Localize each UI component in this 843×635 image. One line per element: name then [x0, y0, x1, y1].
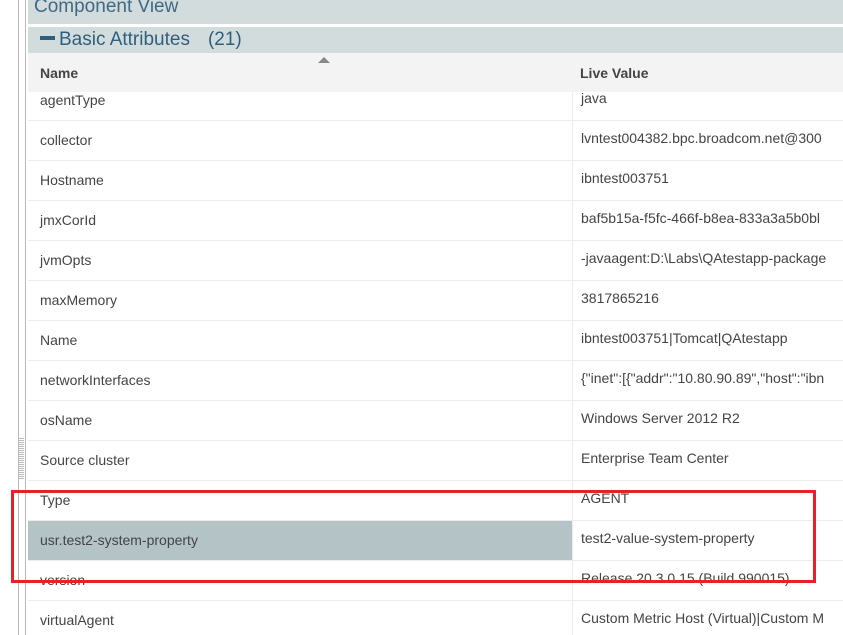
- attribute-name: agentType: [40, 92, 106, 108]
- table-row[interactable]: collector lvntest004382.bpc.broadcom.net@…: [28, 121, 843, 161]
- attribute-value: 3817865216: [581, 290, 659, 306]
- attribute-name: collector: [40, 132, 93, 148]
- value-cell: Windows Server 2012 R2: [572, 401, 843, 440]
- highlight-annotation-box: [11, 490, 816, 583]
- attribute-name: osName: [40, 412, 93, 428]
- attribute-value: baf5b15a-f5fc-466f-b8ea-833a3a5b0bl: [581, 210, 820, 226]
- name-cell: jmxCorId: [28, 201, 572, 240]
- attribute-name: jmxCorId: [40, 212, 97, 228]
- attribute-name: Hostname: [40, 172, 104, 188]
- table-row[interactable]: virtualAgent Custom Metric Host (Virtual)…: [28, 601, 843, 635]
- table-row[interactable]: maxMemory 3817865216: [28, 281, 843, 321]
- value-cell: {"inet":[{"addr":"10.80.90.89","host":"i…: [572, 361, 843, 400]
- section-count: (21): [207, 29, 242, 50]
- column-header-name[interactable]: Name: [40, 65, 79, 81]
- section-label: Basic Attributes: [59, 29, 190, 50]
- name-cell: networkInterfaces: [28, 361, 572, 400]
- attribute-name: virtualAgent: [40, 612, 114, 628]
- name-cell: Type: [28, 481, 572, 520]
- attribute-value: lvntest004382.bpc.broadcom.net@300: [581, 130, 822, 146]
- name-cell: Hostname: [28, 161, 572, 200]
- table-row[interactable]: agentType java: [28, 92, 843, 121]
- name-cell: Name: [28, 321, 572, 360]
- table-row[interactable]: jvmOpts -javaagent:D:\Labs\QAtestapp-pack…: [28, 241, 843, 281]
- value-cell: AGENT: [572, 481, 843, 520]
- splitter-grip-handle[interactable]: [19, 438, 24, 480]
- column-header-live-value[interactable]: Live Value: [580, 65, 649, 81]
- value-cell: ibntest003751: [572, 161, 843, 200]
- table-row[interactable]: Source cluster Enterprise Team Center: [28, 441, 843, 481]
- table-row[interactable]: osName Windows Server 2012 R2: [28, 401, 843, 441]
- table-row[interactable]: networkInterfaces {"inet":[{"addr":"10.80…: [28, 361, 843, 401]
- attribute-name: maxMemory: [40, 292, 118, 308]
- attribute-name: usr.test2-system-property: [40, 532, 198, 548]
- name-cell: usr.test2-system-property: [28, 521, 572, 560]
- sort-ascending-icon[interactable]: [318, 57, 330, 63]
- value-cell: baf5b15a-f5fc-466f-b8ea-833a3a5b0bl: [572, 201, 843, 240]
- attribute-value: test2-value-system-property: [581, 530, 755, 546]
- attribute-value: ibntest003751: [581, 170, 669, 186]
- table-row[interactable]: Hostname ibntest003751: [28, 161, 843, 201]
- table-row[interactable]: Type AGENT: [28, 481, 843, 521]
- attribute-name: jvmOpts: [40, 252, 92, 268]
- value-cell: -javaagent:D:\Labs\QAtestapp-package: [572, 241, 843, 280]
- table-row[interactable]: Name ibntest003751|Tomcat|QAtestapp: [28, 321, 843, 361]
- attribute-name: Type: [40, 492, 71, 508]
- component-view-panel: Component View Basic Attributes (21) Name…: [28, 0, 843, 635]
- basic-attributes-section-header[interactable]: Basic Attributes (21): [28, 27, 843, 53]
- splitter-line: [25, 0, 26, 635]
- table-row[interactable]: jmxCorId baf5b15a-f5fc-466f-b8ea-833a3a5b…: [28, 201, 843, 241]
- name-cell: jvmOpts: [28, 241, 572, 280]
- attribute-value: java: [581, 92, 607, 106]
- panel-title: Component View: [28, 0, 843, 24]
- name-cell: maxMemory: [28, 281, 572, 320]
- name-cell: collector: [28, 121, 572, 160]
- name-cell: agentType: [28, 92, 572, 120]
- attribute-value: Windows Server 2012 R2: [581, 410, 740, 426]
- name-cell: virtualAgent: [28, 601, 572, 635]
- attributes-table-body: agentType java collector lvntest004382.bpc.…: [28, 92, 843, 635]
- attribute-value: Enterprise Team Center: [581, 450, 729, 466]
- minus-collapse-icon[interactable]: [40, 35, 55, 40]
- value-cell: ibntest003751|Tomcat|QAtestapp: [572, 321, 843, 360]
- attribute-name: Name: [40, 332, 78, 348]
- attribute-value: Custom Metric Host (Virtual)|Custom M: [581, 610, 824, 626]
- attribute-value: ibntest003751|Tomcat|QAtestapp: [581, 330, 788, 346]
- value-cell: Custom Metric Host (Virtual)|Custom M: [572, 601, 843, 635]
- value-cell: java: [572, 92, 843, 120]
- table-header: Name Live Value: [28, 53, 843, 92]
- value-cell: test2-value-system-property: [572, 521, 843, 560]
- splitter-line: [18, 0, 19, 635]
- value-cell: Enterprise Team Center: [572, 441, 843, 480]
- attribute-value: AGENT: [581, 490, 630, 506]
- value-cell: 3817865216: [572, 281, 843, 320]
- attribute-name: networkInterfaces: [40, 372, 151, 388]
- value-cell: lvntest004382.bpc.broadcom.net@300: [572, 121, 843, 160]
- name-cell: Source cluster: [28, 441, 572, 480]
- attribute-value: -javaagent:D:\Labs\QAtestapp-package: [581, 250, 827, 266]
- table-row[interactable]: usr.test2-system-property test2-value-sys…: [28, 521, 843, 561]
- attribute-name: Source cluster: [40, 452, 130, 468]
- attribute-value: {"inet":[{"addr":"10.80.90.89","host":"i…: [581, 370, 825, 386]
- name-cell: osName: [28, 401, 572, 440]
